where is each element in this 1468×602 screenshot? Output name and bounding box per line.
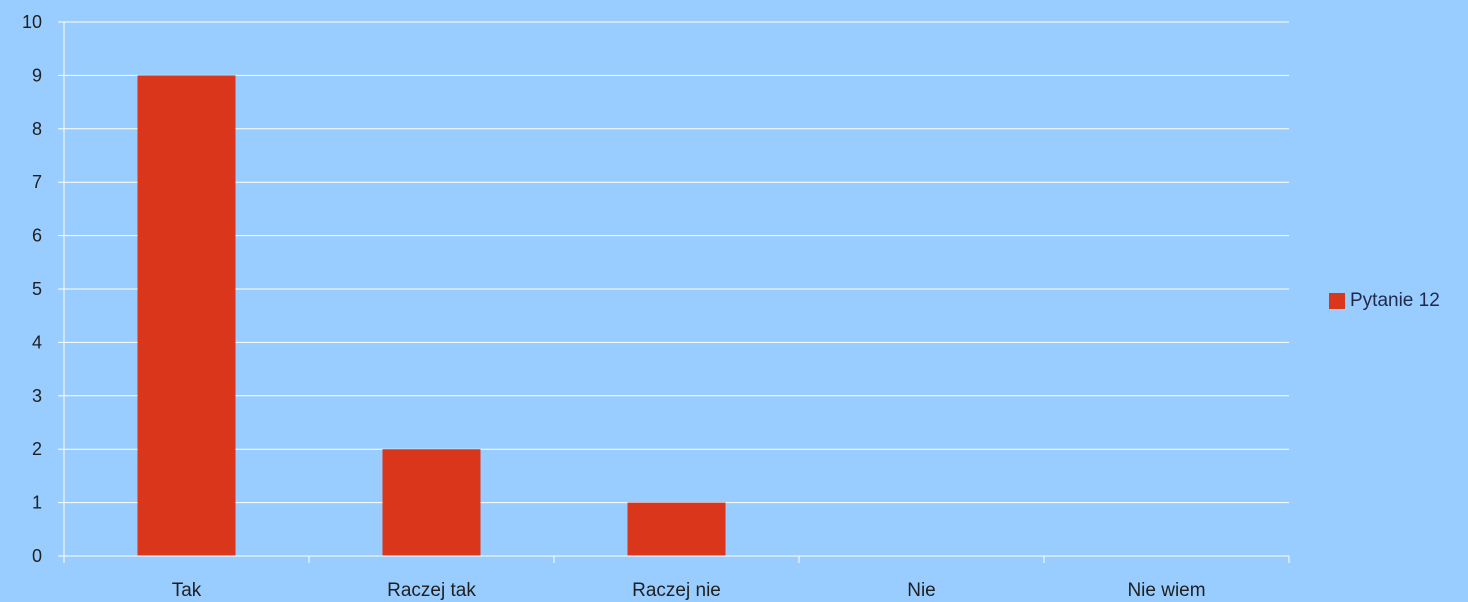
bar (137, 75, 236, 557)
y-tick-label: 7 (32, 172, 42, 192)
y-tick-label: 6 (32, 226, 42, 246)
legend-swatch (1329, 293, 1345, 309)
y-tick-label: 8 (32, 119, 42, 139)
x-tick-label: Raczej tak (387, 580, 476, 601)
axes (58, 21, 1290, 563)
y-tick-label: 1 (32, 493, 42, 513)
y-tick-label: 9 (32, 65, 42, 85)
y-tick-label: 10 (22, 12, 42, 32)
y-tick-labels: 0 1 2 3 4 5 6 7 8 9 10 (22, 12, 42, 566)
x-tick-label: Nie (907, 580, 936, 601)
x-tick-label: Tak (172, 580, 202, 601)
bars (137, 75, 726, 557)
y-tick-label: 0 (32, 546, 42, 566)
bar (382, 449, 481, 556)
y-tick-label: 5 (32, 279, 42, 299)
x-tick-labels: Tak Raczej tak Raczej nie Nie Nie wiem (172, 580, 1206, 601)
legend: Pytanie 12 (1329, 290, 1440, 312)
y-tick-label: 4 (32, 332, 42, 352)
y-tick-label: 2 (32, 439, 42, 459)
x-tick-label: Nie wiem (1127, 580, 1205, 601)
bar (627, 502, 726, 556)
gridlines (64, 21, 1289, 504)
legend-label: Pytanie 12 (1350, 290, 1440, 311)
y-tick-label: 3 (32, 386, 42, 406)
x-tick-label: Raczej nie (632, 580, 721, 601)
